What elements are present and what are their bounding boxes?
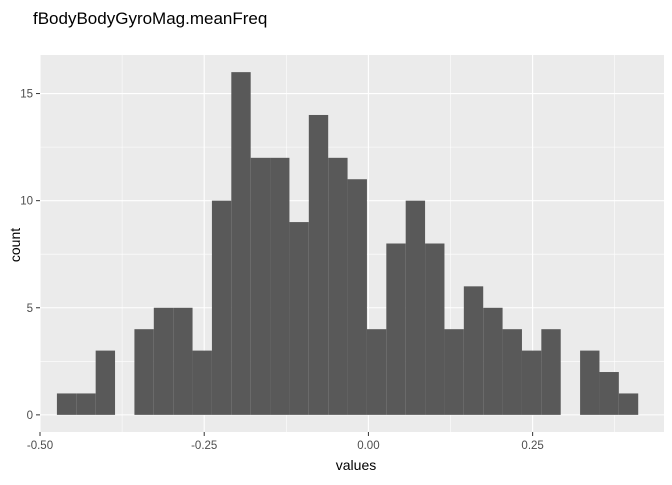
histogram-bar xyxy=(599,372,619,415)
histogram-bar xyxy=(76,393,96,415)
histogram-bar xyxy=(386,243,406,415)
histogram-bar xyxy=(95,350,116,415)
histogram-bar xyxy=(308,114,329,415)
histogram-bar xyxy=(483,307,503,415)
histogram-bar xyxy=(444,329,464,415)
y-tick-label: 15 xyxy=(20,89,33,101)
x-tick-label: -0.50 xyxy=(27,440,53,452)
histogram-bar xyxy=(328,157,348,415)
y-tick-label: 5 xyxy=(27,303,33,315)
histogram-bar xyxy=(463,286,484,415)
y-axis-title: count xyxy=(7,228,23,262)
x-tick-label: -0.25 xyxy=(191,440,217,452)
y-tick-label: 10 xyxy=(20,196,33,208)
x-axis: -0.50 -0.25 0.00 0.25 xyxy=(27,432,544,452)
histogram-bar xyxy=(250,157,271,415)
histogram-bar xyxy=(289,222,309,415)
histogram-bar xyxy=(173,307,193,415)
histogram-bar xyxy=(270,157,290,415)
histogram-bar xyxy=(192,350,212,415)
histogram-bar xyxy=(347,179,367,415)
histogram-bar xyxy=(211,200,232,415)
histogram-bar xyxy=(502,329,522,415)
histogram-bar xyxy=(580,350,600,415)
histogram-bar xyxy=(405,200,426,415)
x-axis-title: values xyxy=(336,457,376,473)
histogram-bar xyxy=(56,393,77,415)
histogram-bar xyxy=(425,243,445,415)
histogram-bar xyxy=(366,329,387,415)
histogram-bar xyxy=(134,329,154,415)
histogram-bar xyxy=(618,393,639,415)
histogram-bars xyxy=(56,72,639,415)
histogram-bar xyxy=(231,72,251,415)
y-tick-label: 0 xyxy=(27,410,33,422)
chart-title: fBodyBodyGyroMag.meanFreq xyxy=(33,9,267,28)
histogram-bar xyxy=(521,350,542,415)
histogram-bar xyxy=(153,307,174,415)
histogram-bar xyxy=(541,329,561,415)
x-tick-label: 0.00 xyxy=(357,440,379,452)
x-tick-label: 0.25 xyxy=(521,440,543,452)
y-axis: 0 5 10 15 xyxy=(20,89,40,422)
